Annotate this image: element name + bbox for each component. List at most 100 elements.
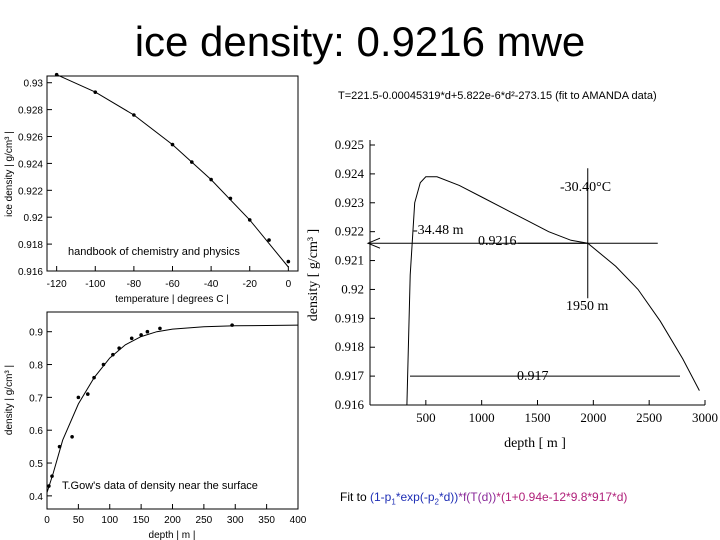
x-tick-label: -20 [243, 279, 258, 290]
annotation-ref-density: 0.917 [517, 369, 549, 384]
slide-title: ice density: 0.9216 mwe [134, 18, 586, 65]
annotation-depth: 1950 m [566, 299, 609, 314]
data-point [190, 160, 194, 164]
x-axis-label: depth | m | [149, 530, 196, 540]
y-tick-label: 0.918 [335, 339, 364, 354]
y-tick-label: 0.916 [18, 267, 43, 278]
fit-part-1: (1-p [370, 490, 392, 504]
data-point [247, 218, 252, 222]
annotation-temperature: -30.40°C [560, 180, 611, 195]
fit-term-3: *(1+0.94e-12*9.8*917*d) [496, 490, 628, 504]
x-tick-label: 200 [164, 515, 181, 526]
y-axis-label: ice density | g/cm³ | [4, 131, 15, 217]
arrow-head [366, 237, 381, 249]
data-point [170, 142, 175, 147]
x-tick-label: -60 [165, 279, 180, 290]
data-point [70, 434, 74, 439]
y-axis-label: density [ g/cm³ ] [306, 229, 321, 321]
x-tick-label: 350 [258, 515, 275, 526]
y-tick-label: 0.9 [29, 328, 43, 339]
data-point [50, 474, 54, 478]
y-tick-label: 0.4 [29, 492, 43, 503]
data-point [230, 323, 234, 327]
x-tick-label: 300 [227, 515, 244, 526]
data-point [158, 326, 162, 331]
x-tick-label: 250 [196, 515, 213, 526]
x-axis-label: depth [ m ] [504, 436, 566, 451]
y-tick-label: 0.924 [18, 159, 43, 170]
x-tick-label: -120 [47, 279, 67, 290]
x-tick-label: 500 [416, 410, 436, 425]
x-tick-label: 0 [286, 279, 292, 290]
data-point [267, 238, 271, 242]
fit-sub-2: 2 [434, 497, 439, 507]
fit-term-1: (1-p1*exp(-p2*d)) [370, 490, 459, 507]
data-point [101, 362, 106, 367]
density-curve [406, 176, 700, 406]
x-tick-label: -80 [127, 279, 142, 290]
annotation-depth-equivalent: -34.48 m [413, 223, 464, 238]
y-tick-label: 0.926 [18, 133, 43, 144]
y-tick-label: 0.5 [29, 459, 43, 470]
x-tick-label: 150 [133, 515, 150, 526]
data-point [111, 352, 115, 357]
y-tick-label: 0.916 [335, 397, 365, 412]
y-tick-label: 0.925 [335, 137, 364, 152]
y-tick-label: 0.924 [335, 166, 365, 181]
fit-sub-1: 1 [391, 497, 396, 507]
x-tick-label: -40 [204, 279, 219, 290]
data-point [209, 177, 213, 182]
x-tick-label: 50 [73, 515, 85, 526]
data-point [54, 72, 59, 77]
data-point [286, 259, 291, 264]
fit-curve [46, 324, 299, 493]
annotation-density: 0.9216 [478, 234, 517, 249]
data-point [76, 395, 81, 400]
y-tick-label: 0.918 [18, 240, 43, 251]
fit-prefix: Fit to [340, 490, 371, 504]
y-tick-label: 0.8 [29, 361, 43, 372]
data-point [92, 375, 96, 380]
fit-part-2: *exp(-p [395, 490, 435, 504]
y-tick-label: 0.92 [341, 281, 364, 296]
y-tick-label: 0.921 [335, 253, 364, 268]
chart-density-vs-depth: depth [ m ] density [ g/cm³ ] 500 1000 150… [306, 137, 718, 451]
fit-formula: Fit to (1-p1*exp(-p2*d))*f(T(d))*(1+0.94… [340, 490, 627, 506]
x-tick-label: -100 [85, 279, 105, 290]
data-point [57, 444, 62, 449]
x-tick-label: 0 [44, 515, 50, 526]
data-point [132, 113, 136, 117]
x-tick-label: 1000 [469, 410, 495, 425]
x-tick-label: 2000 [580, 410, 606, 425]
data-point [93, 90, 98, 94]
x-tick-label: 1500 [525, 410, 551, 425]
x-tick-label: 3000 [692, 410, 718, 425]
data-point [129, 336, 134, 341]
fit-term-2: *f(T(d)) [458, 490, 497, 504]
y-tick-label: 0.7 [29, 393, 43, 404]
chart-density-near-surface: T.Gow's data of density near the surface… [4, 311, 307, 540]
y-tick-label: 0.923 [335, 195, 364, 210]
chart-ice-density-vs-temperature: handbook of chemistry and physics temper… [4, 72, 299, 305]
y-tick-label: 0.922 [335, 224, 364, 239]
y-tick-label: 0.917 [335, 368, 365, 383]
x-tick-label: 100 [101, 515, 118, 526]
chart-frame [46, 75, 299, 272]
data-point [139, 333, 143, 337]
data-point [228, 196, 233, 201]
y-tick-label: 0.92 [24, 213, 44, 224]
y-tick-label: 0.6 [29, 426, 43, 437]
data-point [145, 329, 150, 334]
fit-part-3: *d)) [438, 490, 459, 504]
y-tick-label: 0.922 [18, 186, 43, 197]
x-tick-label: 2500 [636, 410, 662, 425]
data-point [117, 346, 121, 350]
x-tick-label: 400 [290, 515, 307, 526]
x-axis-label: temperature | degrees C | [115, 294, 229, 305]
chart-note: handbook of chemistry and physics [68, 246, 240, 258]
temperature-formula: T=221.5-0.00045319*d+5.822e-6*d²-273.15 … [338, 90, 657, 102]
fit-curve [56, 74, 289, 268]
chart-note: T.Gow's data of density near the surface [62, 480, 258, 492]
y-tick-label: 0.919 [335, 310, 364, 325]
